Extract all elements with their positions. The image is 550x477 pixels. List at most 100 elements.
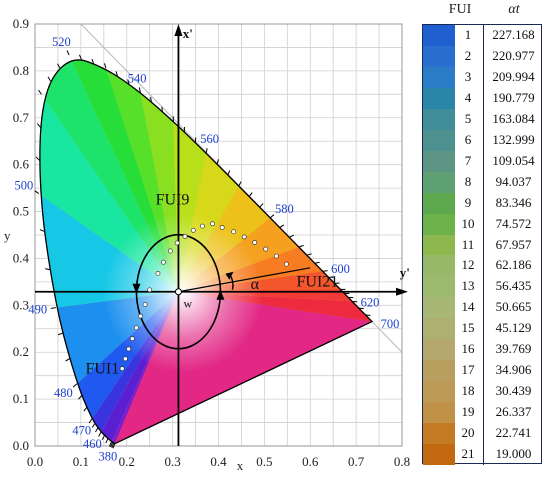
- fui-point: [283, 261, 289, 267]
- fui-number: 6: [464, 131, 472, 147]
- locus-tick: [103, 63, 107, 69]
- ellipse-arrow-left: [132, 283, 141, 294]
- locus-tick: [50, 307, 56, 309]
- locus-tick: [238, 181, 242, 187]
- fui-color-swatch: [423, 129, 455, 151]
- x-tick-label: 0.5: [256, 454, 272, 469]
- fui-color-swatch: [423, 192, 455, 214]
- x-tick-label: 0.8: [394, 454, 410, 469]
- fui-point: [167, 248, 173, 254]
- fui-color-swatch: [423, 255, 455, 277]
- x-tick-label: 0.7: [348, 454, 365, 469]
- locus-tick: [112, 443, 116, 449]
- x-tick-label: 0.3: [165, 454, 181, 469]
- y-tick-label: 0.5: [13, 204, 29, 219]
- y-tick-label: 0.6: [13, 157, 30, 172]
- fui-number: 10: [461, 215, 475, 231]
- locus-tick: [35, 156, 40, 161]
- table-row: 6 132.999: [423, 129, 543, 151]
- fui-number: 5: [464, 110, 472, 126]
- x-tick-label: 0.4: [210, 454, 227, 469]
- y-tick-label: 0.7: [13, 110, 30, 125]
- locus-tick: [72, 383, 78, 388]
- alpha-value: 50.665: [483, 297, 543, 319]
- fui-number: 2: [464, 47, 472, 63]
- fui-color-swatch: [423, 213, 455, 235]
- locus-tick: [227, 170, 231, 176]
- x-tick-label: 0.6: [302, 454, 319, 469]
- wavelength-label: 470: [72, 423, 91, 437]
- wavelength-label: 560: [200, 132, 219, 146]
- table-row: 10 74.572: [423, 213, 541, 235]
- wavelength-label: 480: [54, 386, 73, 400]
- table-row: 19 26.337: [423, 402, 543, 424]
- wavelength-label: 600: [331, 262, 350, 276]
- x-axis-label: x: [237, 458, 244, 473]
- fui-point: [138, 313, 143, 319]
- angle-arrow: [225, 271, 234, 280]
- alpha-value: 26.337: [483, 402, 543, 424]
- y-tick-label: 0.9: [13, 16, 29, 31]
- fui-point: [182, 234, 188, 239]
- gamut-fill: [39, 59, 373, 444]
- alpha-value: 45.129: [483, 318, 543, 340]
- locus-tick: [322, 270, 328, 272]
- fui-color-swatch: [423, 66, 455, 88]
- locus-tick: [216, 159, 219, 165]
- fui-number: 14: [461, 299, 475, 315]
- locus-tick: [78, 54, 82, 60]
- alpha-value: 209.994: [483, 66, 543, 88]
- y-tick-label: 0.2: [13, 344, 29, 359]
- locus-tick: [138, 87, 141, 93]
- table-row: 14 50.665: [423, 297, 543, 319]
- annotation-label: FUI9: [156, 192, 190, 209]
- locus-tick: [259, 203, 264, 208]
- locus-tick: [127, 79, 130, 85]
- fui-point: [273, 253, 279, 259]
- table-row: 11 67.957: [423, 234, 541, 256]
- wavelength-label: 620: [361, 295, 380, 309]
- marks: [34, 50, 374, 449]
- fui-number: 20: [461, 425, 475, 441]
- locus-tick: [38, 89, 42, 95]
- alpha-value: 163.084: [483, 108, 543, 130]
- gamut-sector: [39, 59, 179, 292]
- locus-tick: [194, 137, 197, 143]
- x-tick-label: 0.1: [73, 454, 89, 469]
- alpha-value: 19.000: [483, 444, 543, 465]
- fui-number: 21: [461, 446, 475, 462]
- table-row: 1 227.168: [423, 25, 541, 46]
- locus-tick: [150, 96, 152, 103]
- annotation-label: FUI1: [85, 360, 119, 377]
- alpha-value: 227.168: [483, 25, 543, 46]
- fui-color-swatch: [423, 108, 455, 130]
- locus-tick: [111, 442, 115, 448]
- fui-color-swatch: [423, 45, 455, 67]
- ellipse-arrow-right: [216, 289, 225, 300]
- y-tick-label: 0.4: [13, 250, 30, 265]
- table-row: 20 22.741: [423, 423, 541, 445]
- locus-tick: [306, 253, 312, 256]
- fui-point: [126, 346, 131, 352]
- fui-number: 7: [464, 152, 472, 168]
- wavelength-label: 700: [381, 317, 400, 331]
- table-row: 9 83.346: [423, 192, 543, 214]
- wavelength-label: 540: [128, 72, 147, 86]
- fui-number: 18: [461, 383, 475, 399]
- locus-tick: [57, 63, 61, 69]
- fui-number: 16: [461, 341, 475, 357]
- locus-tick: [279, 224, 285, 229]
- alpha-value: 83.346: [483, 192, 543, 214]
- table-row: 21 19.000: [423, 444, 541, 465]
- alpha-value: 39.769: [483, 339, 543, 361]
- hue-angle-ray: [178, 267, 311, 293]
- alpha-value: 132.999: [483, 129, 543, 151]
- wavelength-label: 520: [52, 35, 71, 49]
- table-row: 18 30.439: [423, 381, 541, 403]
- locus-tick: [91, 423, 96, 428]
- fui-point: [119, 366, 125, 372]
- gamut-sector: [178, 291, 373, 333]
- fui-number: 17: [461, 362, 475, 378]
- labels: w 0.0 0.1 0.2 0.3 0.4 0.5 0.6 0.7 0.8 0.0 0.1 0.2 0.3…: [4, 16, 410, 473]
- y-tick-label: 0.1: [13, 391, 29, 406]
